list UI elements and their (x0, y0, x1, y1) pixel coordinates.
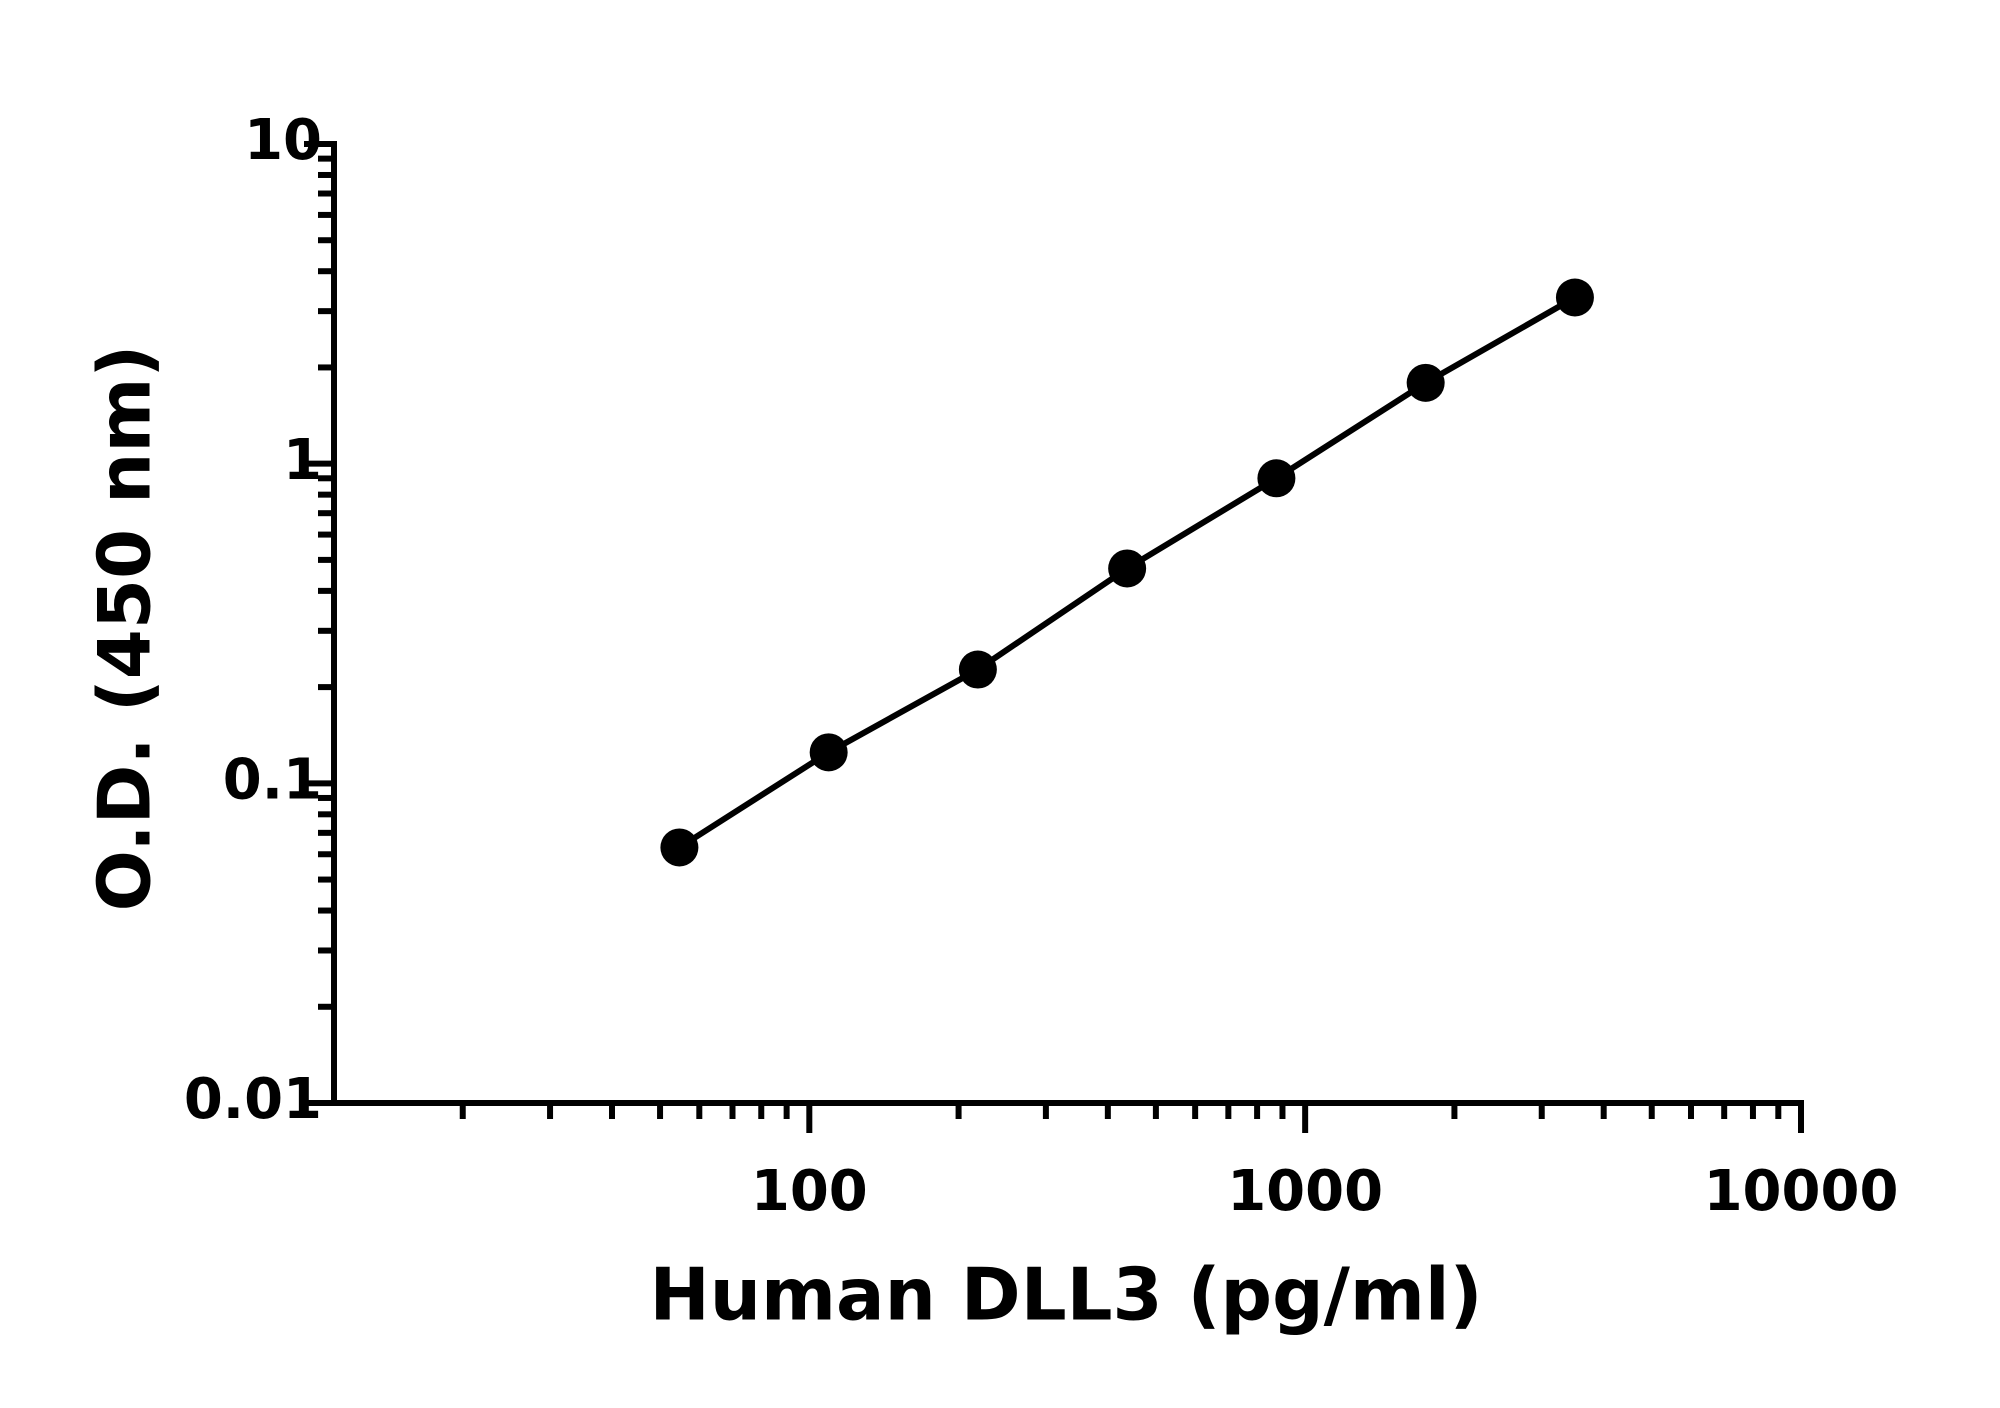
data-point (809, 733, 848, 772)
y-tick-label: 1 (283, 428, 322, 493)
data-point (1108, 549, 1147, 588)
y-axis-title: O.D. (450 nm) (83, 345, 167, 912)
x-tick-label: 100 (751, 1159, 868, 1224)
data-point (1257, 459, 1296, 498)
y-tick-label: 10 (244, 108, 322, 173)
data-point (660, 828, 699, 867)
x-tick-label: 10000 (1704, 1159, 1899, 1224)
data-point (1555, 278, 1594, 317)
data-point (1406, 363, 1445, 402)
y-tick-label: 0.01 (184, 1067, 322, 1132)
y-tick-label: 0.1 (223, 747, 322, 812)
x-tick-label: 1000 (1227, 1159, 1383, 1224)
data-point (958, 650, 997, 689)
x-axis-title: Human DLL3 (pg/ml) (649, 1253, 1482, 1337)
